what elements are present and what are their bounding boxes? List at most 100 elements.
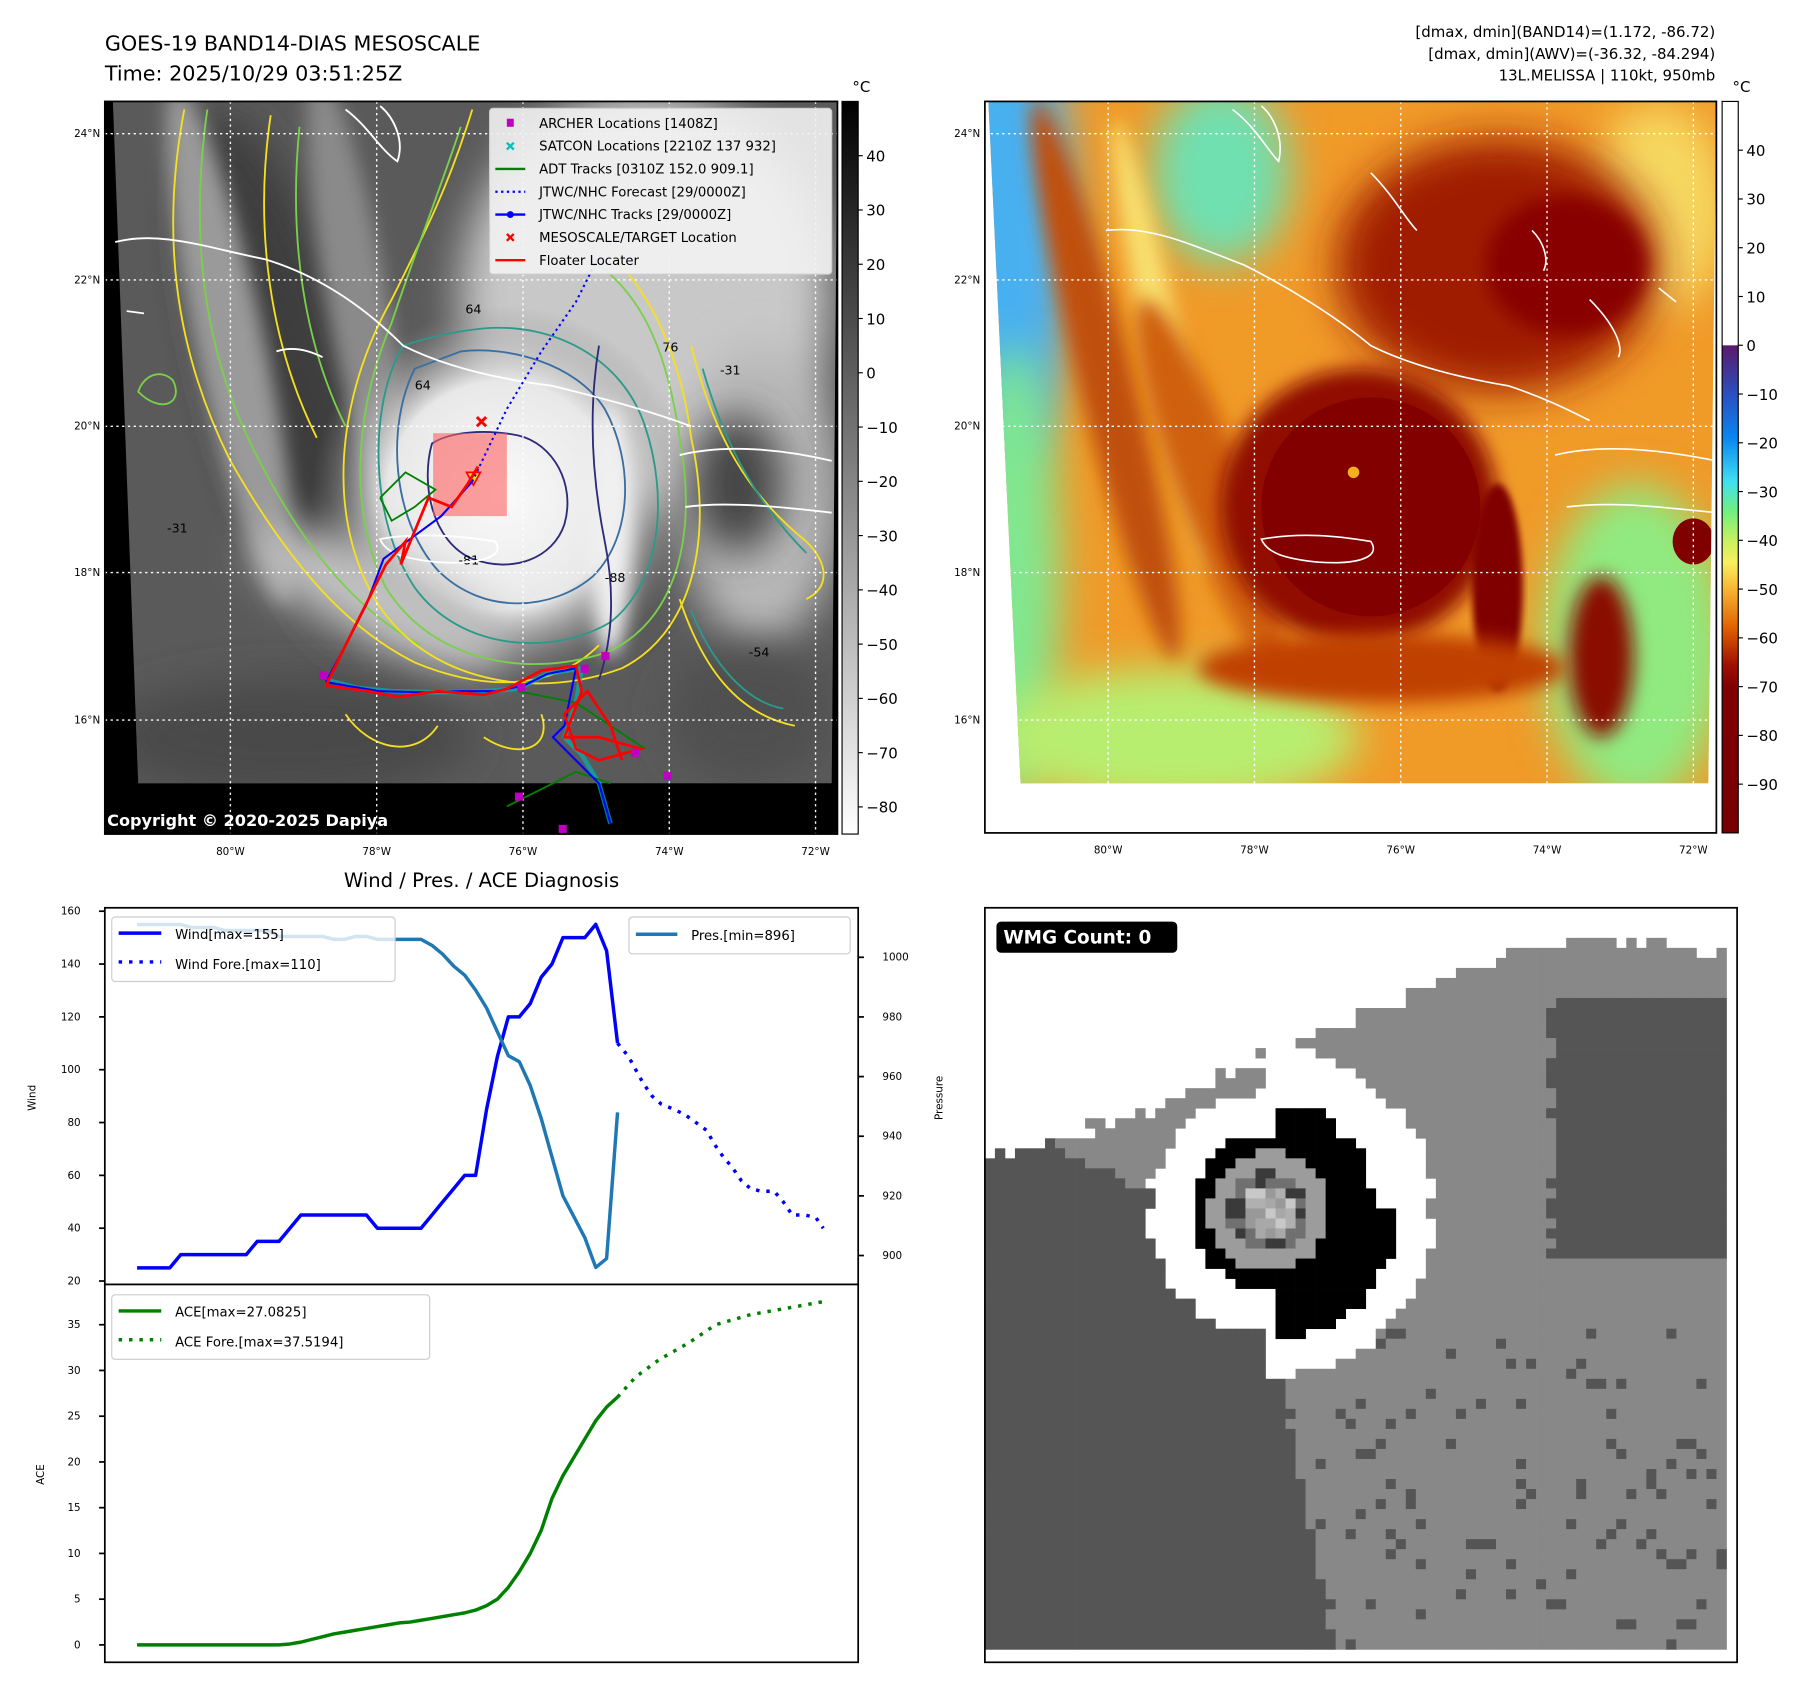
wmg-cell — [1105, 1479, 1116, 1490]
wmg-cell — [1185, 1629, 1196, 1640]
wmg-cell — [1626, 957, 1637, 969]
wmg-cell — [1626, 1438, 1637, 1450]
wmg-cell — [1666, 1569, 1677, 1580]
wmg-cell — [1095, 1288, 1106, 1299]
wmg-cell — [1696, 1639, 1707, 1650]
wmg-cell — [1526, 1539, 1537, 1550]
wmg-cell — [1055, 1448, 1066, 1460]
wmg-cell — [1696, 1278, 1707, 1289]
wmg-cell — [994, 1398, 1006, 1410]
wmg-cell — [1075, 1208, 1086, 1219]
wmg-cell — [1385, 1549, 1397, 1560]
wmg-cell — [1496, 967, 1507, 979]
wmg-cell — [1475, 1078, 1487, 1089]
wmg-cell — [1676, 1398, 1687, 1410]
wmg-cell — [1215, 1238, 1226, 1249]
wmg-cell — [1526, 1148, 1537, 1159]
wmg-cell — [1305, 1238, 1316, 1249]
wmg-cell — [1556, 1048, 1567, 1059]
wmg-cell — [1335, 1148, 1347, 1159]
wmg-cell — [1115, 1268, 1126, 1279]
wmg-cell — [1696, 1048, 1707, 1059]
wmg-cell — [1696, 1428, 1707, 1440]
wmg-cell — [1345, 1138, 1357, 1149]
wmg-cell — [1696, 1438, 1707, 1450]
wmg-cell — [1355, 1438, 1367, 1450]
wmg-cell — [1716, 997, 1727, 1009]
wmg-cell — [1185, 1639, 1196, 1650]
wmg-cell — [1125, 1639, 1136, 1650]
wmg-cell — [1636, 1278, 1647, 1289]
wmg-cell — [1536, 1048, 1547, 1059]
wmg-cell — [1696, 1559, 1707, 1570]
wmg-cell — [1475, 1539, 1487, 1550]
wmg-cell — [1716, 1398, 1727, 1410]
wmg-cell — [994, 1338, 1006, 1350]
wmg-cell — [1095, 1428, 1106, 1440]
wmg-cell — [1475, 1178, 1487, 1189]
wmg-cell — [1506, 1178, 1517, 1189]
wmg-cell — [1375, 1338, 1387, 1350]
wmg-cell — [1395, 1509, 1407, 1520]
wmg-cell — [1024, 1458, 1036, 1470]
wmg-cell — [1465, 1639, 1477, 1650]
wmg-cell — [1606, 977, 1617, 989]
wmg-cell — [1385, 1438, 1397, 1450]
wmg-cell — [1375, 1398, 1387, 1410]
wmg-cell — [1616, 1138, 1627, 1149]
wmg-cell — [1536, 1128, 1547, 1139]
info-dmax-band14: [dmax, dmin](BAND14)=(1.172, -86.72) — [1415, 23, 1715, 41]
wmg-cell — [1165, 1549, 1176, 1560]
wmg-cell — [1496, 1018, 1507, 1029]
wmg-cell — [1546, 997, 1557, 1009]
wmg-cell — [1225, 1348, 1236, 1360]
wmg-cell — [1606, 1338, 1617, 1350]
wmg-cell — [1526, 1579, 1537, 1590]
wmg-cell — [1455, 1128, 1467, 1139]
wmg-cell — [1205, 1428, 1216, 1440]
wmg-cell — [1465, 1629, 1477, 1640]
wmg-cell — [1435, 1328, 1447, 1340]
wmg-cell — [1024, 1208, 1036, 1219]
wmg-cell — [1496, 1448, 1507, 1460]
colorbar-tick-label: −80 — [1746, 727, 1778, 745]
wmg-cell — [1465, 977, 1477, 989]
wmg-cell — [1556, 1118, 1567, 1129]
wmg-cell — [1085, 1589, 1096, 1600]
wmg-cell — [1706, 1398, 1717, 1410]
wmg-cell — [1576, 1088, 1587, 1099]
wmg-cell — [1616, 1529, 1627, 1540]
wmg-cell — [1004, 1519, 1016, 1530]
wmg-cell — [1095, 1118, 1106, 1129]
wmg-cell — [1556, 1539, 1567, 1550]
wmg-cell — [1666, 1458, 1677, 1470]
wmg-cell — [1045, 1178, 1056, 1189]
wmg-cell — [1115, 1599, 1126, 1610]
wmg-cell — [1145, 1438, 1156, 1450]
wmg-cell — [1395, 1318, 1407, 1330]
wmg-cell — [1435, 1629, 1447, 1640]
wmg-cell — [1646, 1007, 1657, 1019]
wmg-cell — [1045, 1599, 1056, 1610]
wmg-cell — [1385, 1569, 1397, 1580]
wmg-cell — [1485, 977, 1497, 989]
wmg-cell — [1004, 1168, 1016, 1179]
wmg-cell — [1506, 1428, 1517, 1440]
wmg-cell — [1516, 1088, 1527, 1099]
wmg-cell — [1485, 1639, 1497, 1650]
wmg-cell — [1425, 1108, 1437, 1119]
wmg-cell — [1345, 1489, 1357, 1500]
wmg-cell — [1385, 1639, 1397, 1650]
wmg-cell — [1485, 1248, 1497, 1259]
wmg-cell — [1255, 1338, 1266, 1350]
wmg-cell — [1566, 1148, 1577, 1159]
wmg-cell — [1686, 1539, 1697, 1550]
wmg-cell — [1506, 1248, 1517, 1259]
wmg-cell — [1225, 1358, 1236, 1370]
lon-tick-label: 78°W — [1240, 845, 1269, 857]
wmg-cell — [1556, 1268, 1567, 1279]
wmg-cell — [1055, 1408, 1066, 1420]
wmg-cell — [1526, 1208, 1537, 1219]
wmg-cell — [1014, 1268, 1026, 1279]
wmg-cell — [1105, 1368, 1116, 1380]
